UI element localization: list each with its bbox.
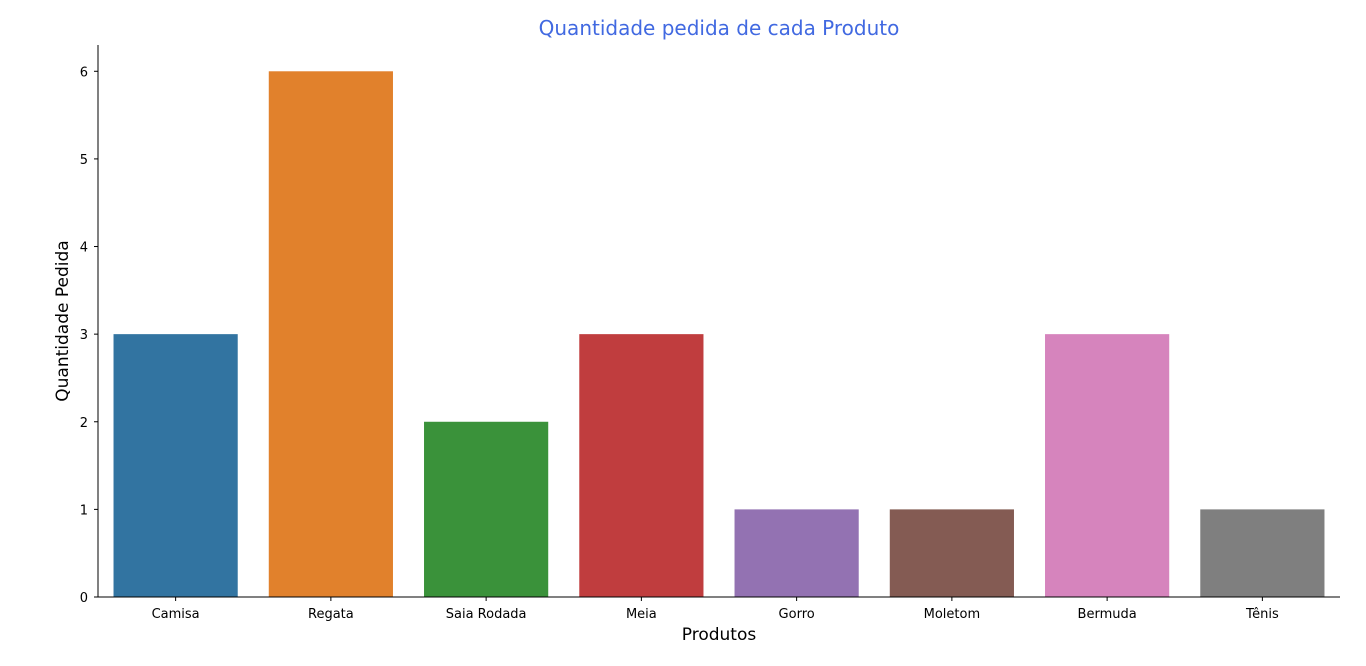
x-tick-label: Tênis: [1245, 607, 1279, 622]
y-tick-label: 1: [80, 503, 88, 518]
y-tick-label: 3: [80, 328, 88, 343]
y-tick-label: 5: [80, 153, 88, 168]
x-tick-label: Saia Rodada: [446, 607, 527, 622]
x-ticks-group: Camisa Regata Saia Rodada Meia Gorro Moletom B…: [152, 597, 1279, 622]
y-tick-label: 4: [80, 241, 88, 256]
y-axis-label: Quantidade Pedida: [53, 240, 73, 401]
y-tick-label: 2: [80, 416, 88, 431]
bar-5: [889, 509, 1014, 597]
chart-title: Quantidade pedida de cada Produto: [539, 16, 900, 40]
bar-3: [579, 334, 704, 597]
bar-1: [268, 71, 393, 598]
x-tick-label: Moletom: [924, 607, 981, 622]
x-tick-label: Regata: [308, 607, 354, 622]
x-tick-label: Meia: [626, 607, 657, 622]
plot-area: 0 1 2 3 4 5 6 Camisa Regata Saia Rodada Meia Gorro…: [80, 45, 1340, 622]
y-tick-label: 6: [80, 65, 88, 80]
bar-6: [1045, 334, 1170, 597]
y-tick-label: 0: [80, 591, 88, 606]
bars-group: [113, 71, 1325, 598]
x-tick-label: Camisa: [152, 607, 200, 622]
y-ticks-group: 0 1 2 3 4 5 6: [80, 65, 98, 606]
bar-7: [1200, 509, 1325, 597]
x-tick-label: Bermuda: [1078, 607, 1137, 622]
bar-2: [424, 421, 549, 597]
bar-4: [734, 509, 859, 597]
x-axis-label: Produtos: [682, 625, 757, 645]
x-tick-label: Gorro: [779, 607, 815, 622]
bar-0: [113, 334, 238, 597]
